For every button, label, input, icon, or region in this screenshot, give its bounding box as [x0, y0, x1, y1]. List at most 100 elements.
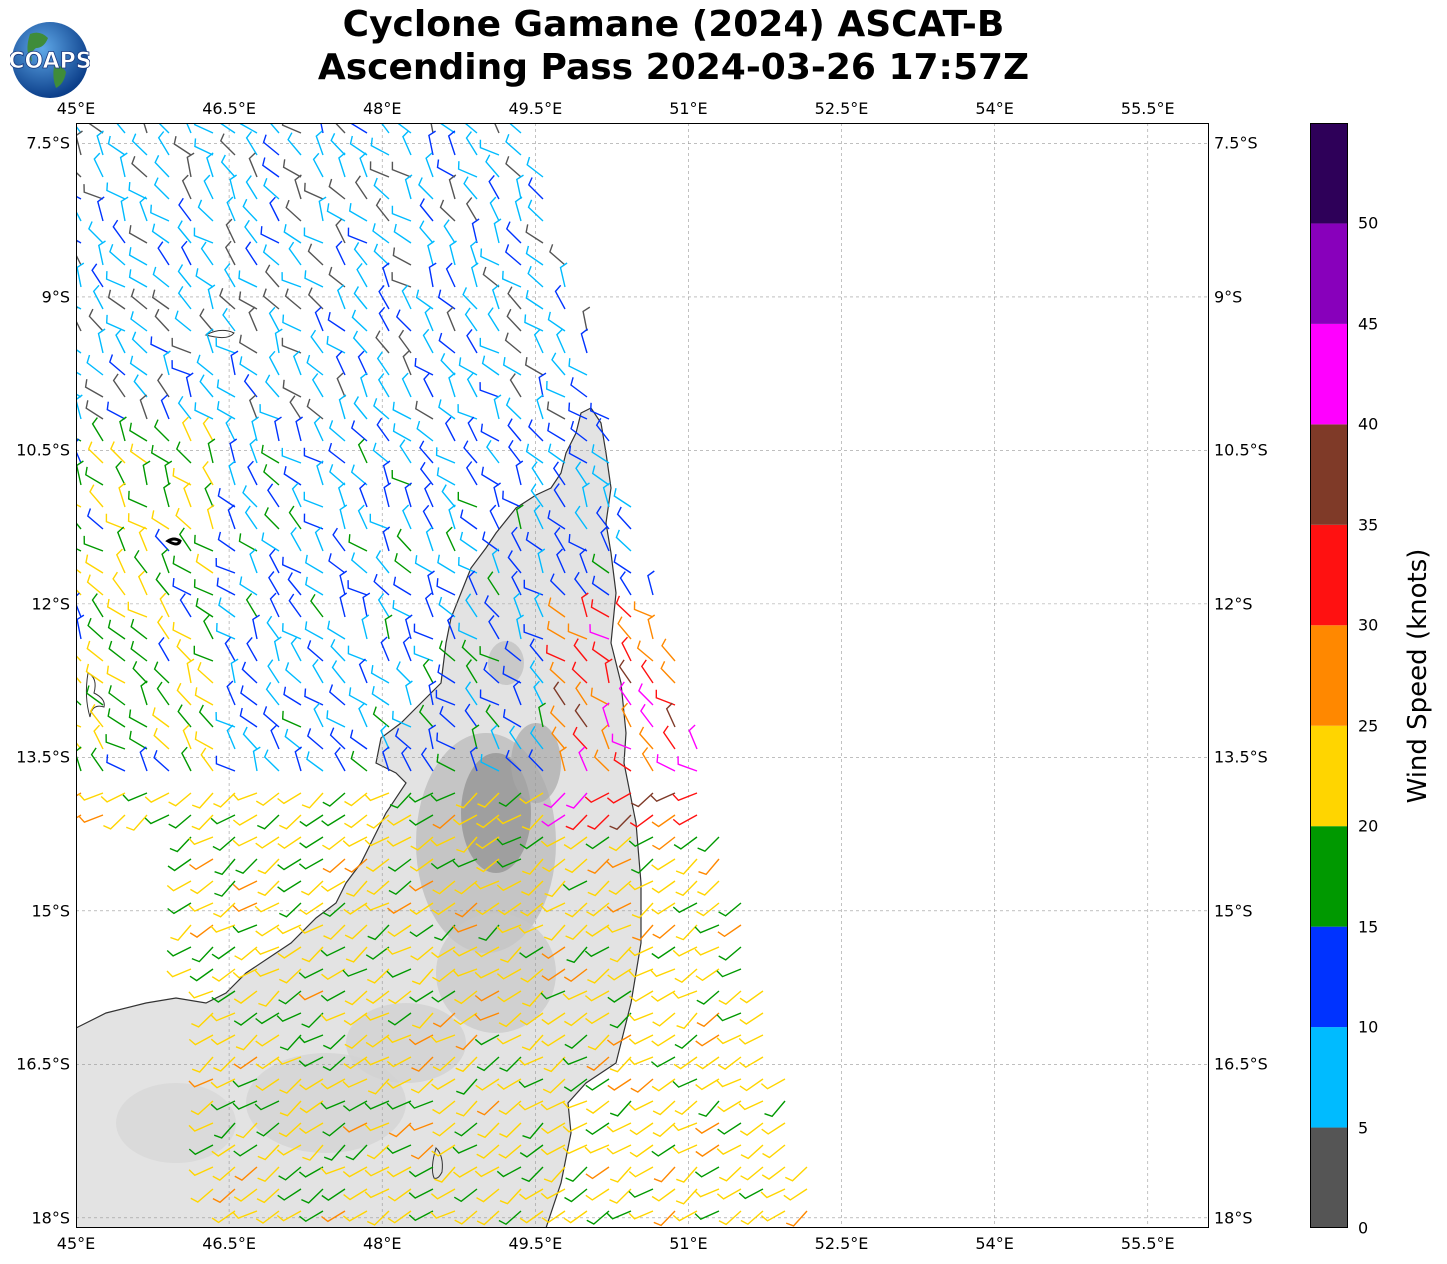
wind-barb: [307, 640, 324, 662]
wind-barb: [452, 968, 478, 977]
lon-tick-label: 45°E: [56, 1234, 96, 1253]
wind-barb: [211, 1210, 236, 1224]
wind-barb: [571, 661, 588, 684]
wind-barb: [303, 513, 324, 530]
wind-barb: [474, 1166, 500, 1178]
wind-barb: [665, 702, 676, 728]
wind-barb: [549, 573, 566, 596]
wind-barb: [219, 288, 236, 310]
wind-barb: [740, 1144, 764, 1160]
wind-barb: [189, 858, 214, 871]
wind-barb: [453, 1012, 478, 1026]
wind-barb: [225, 416, 236, 442]
wind-barb: [76, 592, 82, 618]
wind-barb: [298, 858, 324, 870]
wind-barb: [487, 307, 500, 332]
wind-barb: [87, 123, 104, 134]
wind-barb: [212, 1188, 236, 1204]
wind-barb: [86, 574, 104, 596]
wind-barb: [295, 416, 304, 442]
wind-barb: [85, 663, 104, 684]
wind-barb: [358, 658, 368, 684]
wind-barb: [153, 661, 170, 684]
wind-barb: [394, 728, 412, 750]
wind-barb: [501, 270, 522, 288]
wind-barb: [313, 702, 324, 728]
wind-barb: [78, 792, 104, 801]
wind-barb: [195, 553, 214, 574]
wind-barb: [241, 661, 258, 684]
colorbar-bin: [1310, 625, 1348, 726]
wind-barb: [760, 1188, 786, 1199]
wind-barb: [430, 1188, 456, 1200]
wind-barb: [172, 621, 192, 640]
wind-barb: [504, 640, 522, 662]
wind-barb: [342, 1166, 368, 1178]
wind-barb: [739, 1122, 764, 1136]
lat-tick-label: 12°S: [1214, 594, 1253, 614]
wind-barb: [288, 241, 302, 266]
wind-barb: [491, 548, 500, 574]
wind-barb: [432, 1012, 456, 1028]
wind-barb: [150, 444, 170, 464]
wind-barb: [303, 447, 324, 464]
wind-barb: [268, 548, 280, 574]
wind-barb: [584, 792, 610, 804]
wind-barb: [203, 614, 214, 640]
wind-barb: [216, 577, 236, 596]
wind-barb: [578, 746, 588, 772]
wind-barb: [366, 880, 390, 896]
wind-barb: [697, 880, 720, 896]
wind-barb: [547, 510, 566, 530]
wind-barb: [86, 508, 104, 530]
wind-barb: [415, 289, 434, 310]
wind-barb: [638, 683, 654, 706]
wind-barb: [694, 1166, 720, 1178]
wind-barb: [653, 1210, 676, 1227]
wind-barb: [694, 1188, 720, 1198]
wind-barb: [378, 284, 390, 310]
wind-barb: [169, 836, 192, 853]
wind-barb: [439, 705, 456, 728]
wind-barb: [438, 640, 456, 662]
wind-barb: [419, 461, 434, 486]
wind-barb: [246, 636, 258, 662]
wind-barb: [448, 372, 456, 398]
wind-barb: [428, 724, 437, 750]
wind-barb: [414, 555, 434, 574]
wind-barb: [718, 1210, 742, 1226]
wind-barb: [480, 423, 500, 442]
wind-barb: [476, 1056, 500, 1072]
wind-barb: [452, 858, 478, 868]
wind-barb: [321, 814, 346, 827]
wind-barb: [496, 858, 522, 868]
wind-barb: [476, 1100, 500, 1116]
wind-barb: [739, 1012, 764, 1025]
wind-barb: [129, 730, 148, 750]
wind-barb: [282, 159, 302, 178]
wind-barb: [76, 746, 82, 772]
wind-barb: [422, 328, 434, 354]
wind-barb: [261, 532, 280, 552]
wind-barb: [282, 379, 302, 398]
wind-barb: [738, 1188, 764, 1200]
wind-barb: [128, 182, 148, 200]
colorbar-bin: [1310, 123, 1348, 224]
wind-barb: [567, 623, 588, 640]
wind-barb: [392, 401, 412, 420]
wind-barb: [157, 373, 170, 398]
wind-barb: [342, 836, 368, 847]
wind-barb: [474, 990, 500, 1002]
wind-barb: [652, 924, 676, 939]
wind-barb: [365, 858, 390, 872]
lat-tick-label: 16.5°S: [16, 1054, 70, 1074]
wind-barb: [234, 946, 258, 961]
wind-barb: [628, 836, 654, 848]
wind-barb: [180, 240, 192, 266]
wind-barb: [505, 749, 522, 772]
wind-barb: [131, 155, 148, 178]
wind-barb: [543, 792, 566, 809]
wind-barb: [215, 557, 236, 574]
wind-barb: [186, 658, 195, 684]
wind-barb: [276, 1012, 302, 1023]
